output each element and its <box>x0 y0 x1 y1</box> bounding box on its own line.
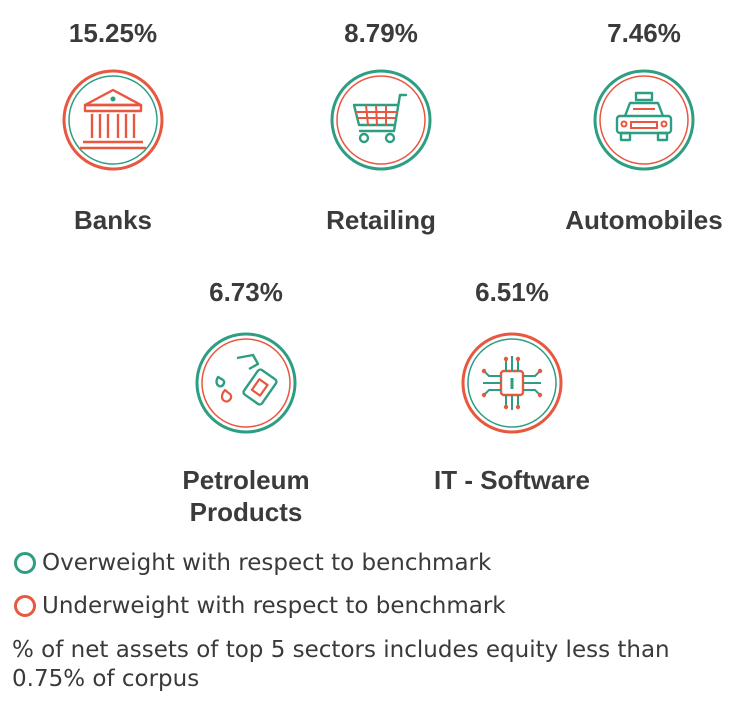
sector-retailing: 8.79% Retailing <box>271 16 491 236</box>
sector-name: IT - Software <box>433 465 590 495</box>
bank-building-icon <box>62 69 164 171</box>
legend-underweight: Underweight with respect to benchmark <box>14 591 506 621</box>
sector-percent: 7.46% <box>607 18 681 48</box>
overweight-ring-icon <box>14 552 36 574</box>
footnote: % of net assets of top 5 sectors include… <box>12 637 670 692</box>
sector-banks: 15.25% Banks <box>3 16 223 236</box>
fuel-nozzle-icon <box>195 332 297 434</box>
sector-percent: 15.25% <box>68 18 158 48</box>
sector-petroleum-products: 6.73% Petroleum Products <box>136 275 356 528</box>
legend-overweight: Overweight with respect to benchmark <box>14 548 491 578</box>
sector-percent: 6.51% <box>475 277 549 307</box>
legend-underweight-label: Underweight with respect to benchmark <box>42 593 506 619</box>
cpu-chip-icon <box>461 332 563 434</box>
sector-name: Petroleum Products <box>182 465 310 527</box>
underweight-ring-icon <box>14 595 36 617</box>
shopping-cart-icon <box>330 69 432 171</box>
sector-it-software: 6.51% IT - Software <box>402 275 622 496</box>
taxi-car-icon <box>593 69 695 171</box>
legend-overweight-label: Overweight with respect to benchmark <box>42 550 492 576</box>
sector-percent: 6.73% <box>209 277 283 307</box>
sector-percent: 8.79% <box>344 18 418 48</box>
sector-name: Automobiles <box>565 205 723 235</box>
sector-automobiles: 7.46% Automobiles <box>534 16 745 236</box>
sector-name: Banks <box>73 205 153 235</box>
sector-name: Retailing <box>326 205 436 235</box>
